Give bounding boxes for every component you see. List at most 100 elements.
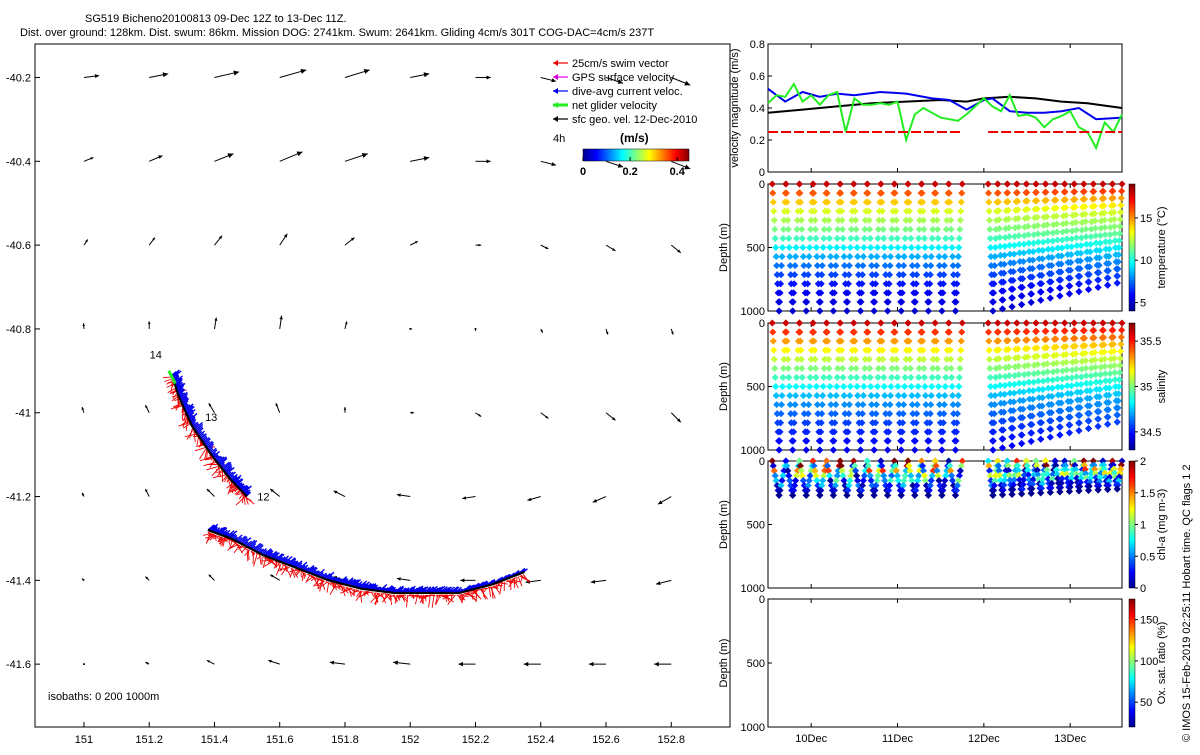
- salinity-point: [1117, 341, 1124, 348]
- salinity-point: [771, 365, 778, 372]
- salinity-point: [792, 392, 799, 399]
- temperature-point: [779, 244, 786, 251]
- temperature-point: [945, 180, 952, 187]
- temperature-point: [1042, 189, 1049, 196]
- salinity-point: [919, 329, 926, 336]
- map-xtick-label: 152.4: [527, 734, 555, 746]
- map-ytick-label: -41.6: [6, 659, 31, 671]
- vector-head: [163, 72, 169, 77]
- salinity-point: [884, 446, 891, 453]
- temperature-point: [837, 190, 844, 197]
- salinity-point: [845, 410, 852, 417]
- salinity-point: [908, 383, 915, 390]
- temperature-point: [776, 298, 783, 305]
- temperature-point: [819, 253, 826, 260]
- salinity-point: [1014, 328, 1021, 335]
- swim-vector: [449, 595, 455, 596]
- salinity-point: [907, 365, 914, 372]
- temperature-point: [956, 226, 963, 233]
- velocity-vector: [474, 328, 476, 331]
- temperature-point: [840, 235, 847, 242]
- map-ytick-label: -41: [15, 408, 31, 420]
- temperature-point: [921, 244, 928, 251]
- temperature-point: [1109, 180, 1116, 187]
- salinity-point: [1049, 385, 1056, 392]
- temperature-point: [853, 226, 860, 233]
- velocity-vector: [207, 489, 215, 497]
- swim-vector: [247, 549, 248, 562]
- temperature-point: [986, 226, 993, 233]
- velocity-vector: [84, 157, 94, 161]
- temperature-point: [1087, 241, 1094, 248]
- temperature-point: [906, 217, 913, 224]
- velocity-vector: [591, 580, 606, 584]
- velocity-vector: [214, 236, 222, 246]
- temperature-profile-points: [769, 180, 1126, 314]
- temperature-point: [1014, 189, 1021, 196]
- temperature-point: [1000, 287, 1007, 294]
- chla-point: [989, 492, 996, 499]
- velocity-vector: [270, 575, 280, 581]
- swim-vector: [239, 494, 242, 499]
- temperature-point: [920, 217, 927, 224]
- salinity-point: [941, 392, 948, 399]
- salinity-point: [1039, 386, 1046, 393]
- temperature-point: [837, 180, 844, 187]
- legend-label: 25cm/s swim vector: [572, 58, 669, 70]
- temperature-point: [782, 180, 789, 187]
- salinity-point: [894, 374, 901, 381]
- temperature-point: [860, 244, 867, 251]
- salinity-point: [778, 410, 785, 417]
- chla-point: [1028, 490, 1035, 497]
- temperature-point: [1071, 188, 1078, 195]
- temperature-point: [792, 262, 799, 269]
- temperature-point: [844, 298, 851, 305]
- salinity-point: [938, 446, 945, 453]
- temperature-point: [925, 298, 932, 305]
- temperature-point: [900, 271, 907, 278]
- velocity-vector: [276, 403, 280, 413]
- temperature-point: [833, 253, 840, 260]
- colorbar-tick-label: 0: [580, 166, 586, 178]
- temperature-point: [845, 271, 852, 278]
- vector-head: [424, 156, 430, 161]
- velocity-vector: [397, 577, 410, 580]
- velocity-ytick-label: 0.8: [750, 39, 765, 51]
- salinity-point: [873, 392, 880, 399]
- velocity-vector: [475, 159, 490, 163]
- temperature-point: [853, 235, 860, 242]
- temperature-point: [985, 180, 992, 187]
- temperature-point: [901, 253, 908, 260]
- temperature-point: [994, 180, 1001, 187]
- temperature-point: [843, 307, 850, 314]
- legend-arrowhead: [553, 74, 558, 80]
- salinity-point: [850, 319, 857, 326]
- temperature-point: [985, 190, 992, 197]
- chla-profile-points: [769, 457, 1126, 498]
- salinity-point: [818, 410, 825, 417]
- temperature-point: [891, 190, 898, 197]
- salinity-point: [900, 401, 907, 408]
- temperature-point: [1030, 248, 1037, 255]
- temperature-point: [1114, 265, 1121, 272]
- temperature-point: [941, 262, 948, 269]
- salinity-point: [1118, 319, 1125, 326]
- temperature-point: [851, 190, 858, 197]
- salinity-point: [985, 329, 992, 336]
- temperature-point: [850, 180, 857, 187]
- temperature-point: [884, 307, 891, 314]
- temperature-point: [1095, 276, 1102, 283]
- temperature-point: [818, 271, 825, 278]
- salinity-point: [956, 365, 963, 372]
- temperature-point: [1009, 303, 1016, 310]
- salinity-point: [946, 329, 953, 336]
- vector-head: [148, 321, 151, 324]
- temperature-point: [1095, 269, 1102, 276]
- velocity-ytick-label: 0: [759, 167, 765, 179]
- temperature-point: [1056, 292, 1063, 299]
- temperature-point: [928, 244, 935, 251]
- chla-point: [776, 492, 783, 499]
- salinity-point: [819, 392, 826, 399]
- temperature-point: [820, 244, 827, 251]
